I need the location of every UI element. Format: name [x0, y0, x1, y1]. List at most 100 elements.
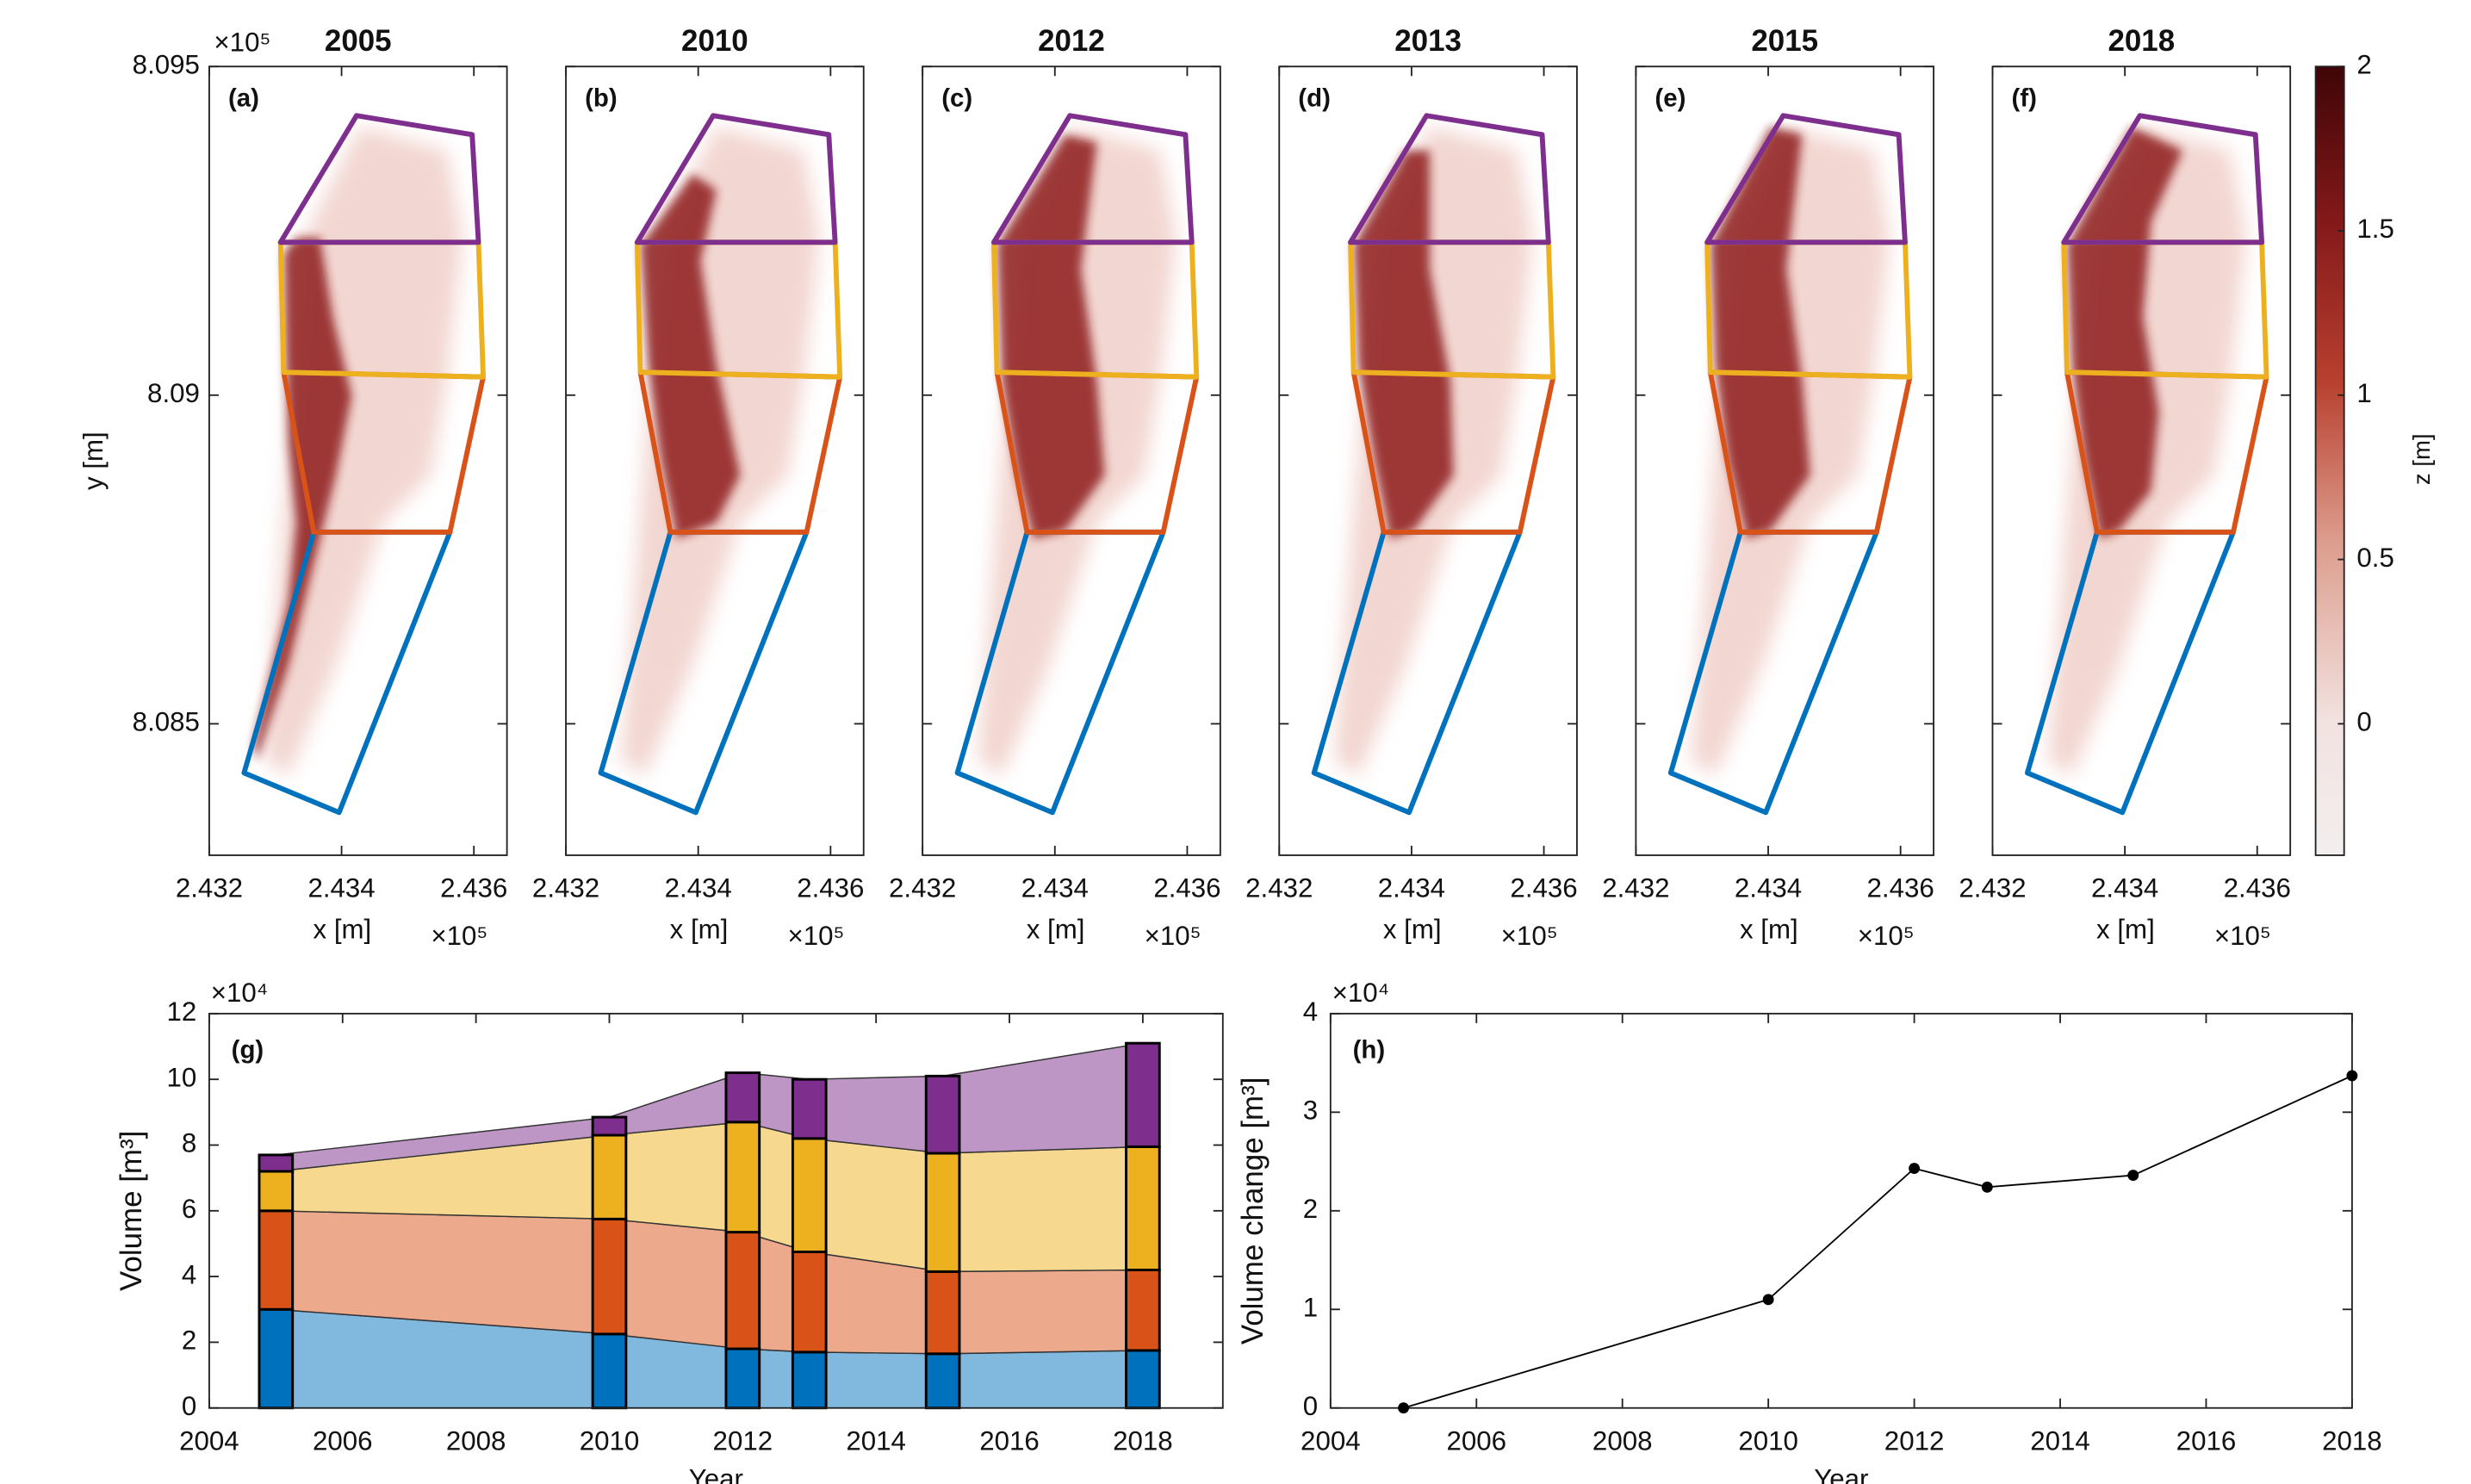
- bar-segment: [792, 1079, 826, 1139]
- bar-segment: [792, 1352, 826, 1408]
- map-title: 2013: [1394, 24, 1462, 58]
- y-tick-label: 12: [166, 997, 196, 1027]
- colorbar-tick-label: 1: [2356, 378, 2371, 408]
- bar-segment: [726, 1073, 760, 1122]
- x-tick-label: 2016: [979, 1425, 1040, 1456]
- x-axis-label: x [m]: [2096, 914, 2155, 944]
- x-exponent: ×10⁵: [1501, 921, 1558, 951]
- bar-segment: [926, 1354, 959, 1408]
- bar-segment: [593, 1135, 626, 1219]
- x-exponent: ×10⁵: [1858, 921, 1915, 951]
- marker: [2127, 1170, 2139, 1181]
- colorbar-tick-label: 1.5: [2356, 214, 2393, 244]
- x-exponent: ×10⁵: [1145, 921, 1201, 951]
- x-tick-label: 2006: [313, 1425, 373, 1456]
- bar-segment: [593, 1334, 626, 1408]
- panel-label: (f): [2012, 84, 2037, 113]
- line: [1404, 1076, 2352, 1408]
- x-tick-label: 2.434: [1021, 873, 1089, 903]
- y-tick-label: 6: [182, 1194, 196, 1224]
- x-tick-label: 2016: [2176, 1425, 2237, 1456]
- y-exponent: ×10⁵: [214, 28, 270, 58]
- x-tick-label: 2004: [1301, 1425, 1361, 1456]
- x-tick-label: 2.434: [665, 873, 732, 903]
- map-panel: [244, 115, 483, 812]
- y-axis-label: y [m]: [78, 432, 109, 490]
- y-tick-label: 0: [1303, 1391, 1318, 1421]
- bar-segment: [259, 1309, 293, 1407]
- colorbar-tick-label: 0: [2356, 707, 2371, 737]
- colorbar: [2316, 66, 2344, 855]
- x-axis-label: Year: [689, 1464, 743, 1484]
- x-tick-label: 2014: [846, 1425, 906, 1456]
- x-tick-label: 2018: [2322, 1425, 2382, 1456]
- x-axis-label: Year: [1814, 1464, 1868, 1484]
- y-tick-label: 4: [1303, 997, 1318, 1027]
- x-tick-label: 2.434: [2091, 873, 2158, 903]
- x-tick-label: 2004: [179, 1425, 239, 1456]
- x-tick-label: 2010: [580, 1425, 640, 1456]
- bar-segment: [726, 1233, 760, 1349]
- bar-segment: [1127, 1351, 1160, 1408]
- y-axis-label: Volume [m³]: [115, 1131, 148, 1291]
- marker: [1398, 1402, 1409, 1413]
- map-title: 2010: [681, 24, 748, 58]
- x-exponent: ×10⁵: [2214, 921, 2271, 951]
- map-title: 2018: [2108, 24, 2175, 58]
- bar-segment: [792, 1251, 826, 1351]
- x-tick-label: 2.436: [1153, 873, 1220, 903]
- y-exponent: ×10⁴: [211, 978, 268, 1008]
- y-axis-label: Volume change [m³]: [1236, 1077, 1270, 1345]
- bar-segment: [726, 1122, 760, 1233]
- x-tick-label: 2006: [1447, 1425, 1507, 1456]
- x-tick-label: 2018: [1113, 1425, 1173, 1456]
- bar-segment: [1127, 1043, 1160, 1146]
- panel-label: (h): [1353, 1036, 1386, 1065]
- bar-segment: [926, 1076, 959, 1153]
- x-tick-label: 2010: [1738, 1425, 1798, 1456]
- x-tick-label: 2.436: [1510, 873, 1577, 903]
- x-tick-label: 2008: [1592, 1425, 1653, 1456]
- marker: [2346, 1071, 2357, 1082]
- y-tick-label: 4: [182, 1259, 196, 1289]
- bar-segment: [593, 1117, 626, 1135]
- x-axis-label: x [m]: [670, 914, 729, 944]
- y-tick-label: 2: [1303, 1194, 1318, 1224]
- marker: [1763, 1294, 1774, 1305]
- panel-label: (d): [1298, 84, 1331, 113]
- marker: [1982, 1182, 1993, 1193]
- x-tick-label: 2.432: [1959, 873, 2026, 903]
- x-exponent: ×10⁵: [431, 921, 487, 951]
- page: 2005(a)2.4322.4342.4368.0858.098.095x [m…: [0, 0, 2471, 1484]
- x-tick-label: 2.432: [889, 873, 956, 903]
- map-panel: [1671, 115, 1910, 812]
- map-panel: [958, 115, 1197, 812]
- y-tick-label: 8: [182, 1128, 196, 1158]
- x-tick-label: 2.434: [1378, 873, 1445, 903]
- x-axis-label: x [m]: [1027, 914, 1085, 944]
- x-tick-label: 2.432: [176, 873, 243, 903]
- marker: [1909, 1163, 1920, 1174]
- bar-segment: [259, 1155, 293, 1171]
- axes-box: [1331, 1014, 2352, 1408]
- panel-label: (a): [228, 84, 259, 113]
- x-axis-label: x [m]: [1383, 914, 1442, 944]
- map-title: 2005: [325, 24, 392, 58]
- panel-label: (b): [585, 84, 618, 113]
- map-title: 2012: [1038, 24, 1105, 58]
- bar-segment: [593, 1219, 626, 1334]
- y-exponent: ×10⁴: [1332, 978, 1389, 1008]
- bar-segment: [259, 1171, 293, 1211]
- map-panel: [1314, 115, 1554, 812]
- x-tick-label: 2012: [713, 1425, 773, 1456]
- panel-label: (g): [232, 1036, 264, 1065]
- bar-segment: [726, 1349, 760, 1408]
- bar-segment: [259, 1211, 293, 1309]
- bar-segment: [1127, 1270, 1160, 1350]
- colorbar-tick-label: 2: [2356, 49, 2371, 79]
- map-title: 2015: [1751, 24, 1818, 58]
- x-tick-label: 2.432: [532, 873, 599, 903]
- y-tick-label: 10: [166, 1062, 196, 1092]
- x-tick-label: 2012: [1884, 1425, 1945, 1456]
- x-tick-label: 2.432: [1245, 873, 1313, 903]
